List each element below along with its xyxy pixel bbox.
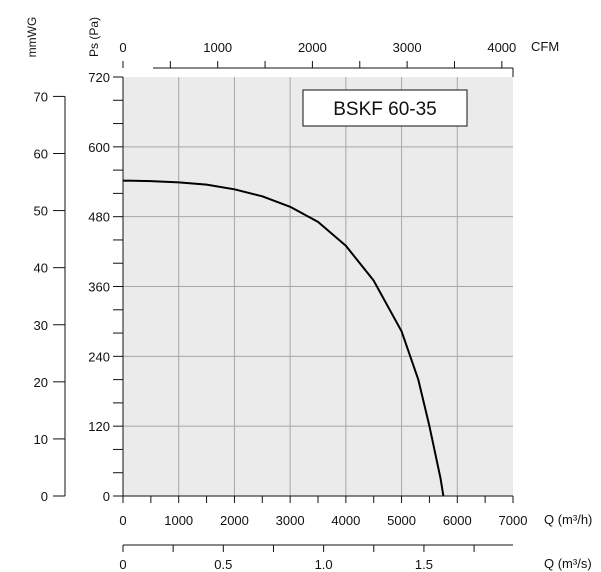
x-tick-label-m3s: 1.0 xyxy=(315,557,333,572)
y-tick-label-pa: 240 xyxy=(88,349,110,364)
grid xyxy=(123,77,513,496)
x-top-axis-label: CFM xyxy=(531,39,559,54)
y-tick-label-mmwg: 70 xyxy=(34,89,48,104)
model-title: BSKF 60-35 xyxy=(333,99,437,120)
x-tick-label-m3h: 1000 xyxy=(164,513,193,528)
y-tick-label-pa: 720 xyxy=(88,70,110,85)
y-tick-label-pa: 120 xyxy=(88,419,110,434)
y-tick-label-mmwg: 30 xyxy=(34,318,48,333)
y-tick-label-mmwg: 40 xyxy=(34,261,48,276)
y-axis-label-pa: Ps (Pa) xyxy=(87,17,101,57)
y-tick-label-mmwg: 60 xyxy=(34,146,48,161)
x-tick-label-m3h: 7000 xyxy=(499,513,528,528)
y-tick-label-pa: 600 xyxy=(88,140,110,155)
x-axis-label-m3h: Q (m³/h) xyxy=(544,512,592,527)
x-top-tick-label: 1000 xyxy=(203,40,232,55)
x-top-tick-label: 4000 xyxy=(487,40,516,55)
y-tick-label-mmwg: 0 xyxy=(41,489,48,504)
x-axis-label-m3s: Q (m³/s) xyxy=(544,556,592,571)
y-axis-label-mmwg: mmWG xyxy=(25,17,39,58)
x-tick-label-m3h: 5000 xyxy=(387,513,416,528)
x-tick-label-m3h: 3000 xyxy=(276,513,305,528)
x-tick-label-m3s: 0.5 xyxy=(214,557,232,572)
x-tick-label-m3s: 0 xyxy=(119,557,126,572)
x-tick-label-m3h: 6000 xyxy=(443,513,472,528)
x-tick-label-m3s: 1.5 xyxy=(415,557,433,572)
x-top-tick-label: 3000 xyxy=(393,40,422,55)
performance-curve-layer xyxy=(122,179,445,497)
x-top-tick-label: 2000 xyxy=(298,40,327,55)
y-tick-label-mmwg: 50 xyxy=(34,204,48,219)
y-tick-label-pa: 480 xyxy=(88,210,110,225)
model-title-box xyxy=(302,89,468,127)
x-tick-label-m3h: 4000 xyxy=(331,513,360,528)
y-tick-label-pa: 360 xyxy=(88,280,110,295)
x-top-tick-label: 0 xyxy=(119,40,126,55)
x-tick-label-m3h: 0 xyxy=(119,513,126,528)
y-tick-label-mmwg: 10 xyxy=(34,432,48,447)
x-tick-label-m3h: 2000 xyxy=(220,513,249,528)
performance-curve xyxy=(122,179,445,497)
y-tick-label-mmwg: 20 xyxy=(34,375,48,390)
y-tick-label-pa: 0 xyxy=(103,489,110,504)
